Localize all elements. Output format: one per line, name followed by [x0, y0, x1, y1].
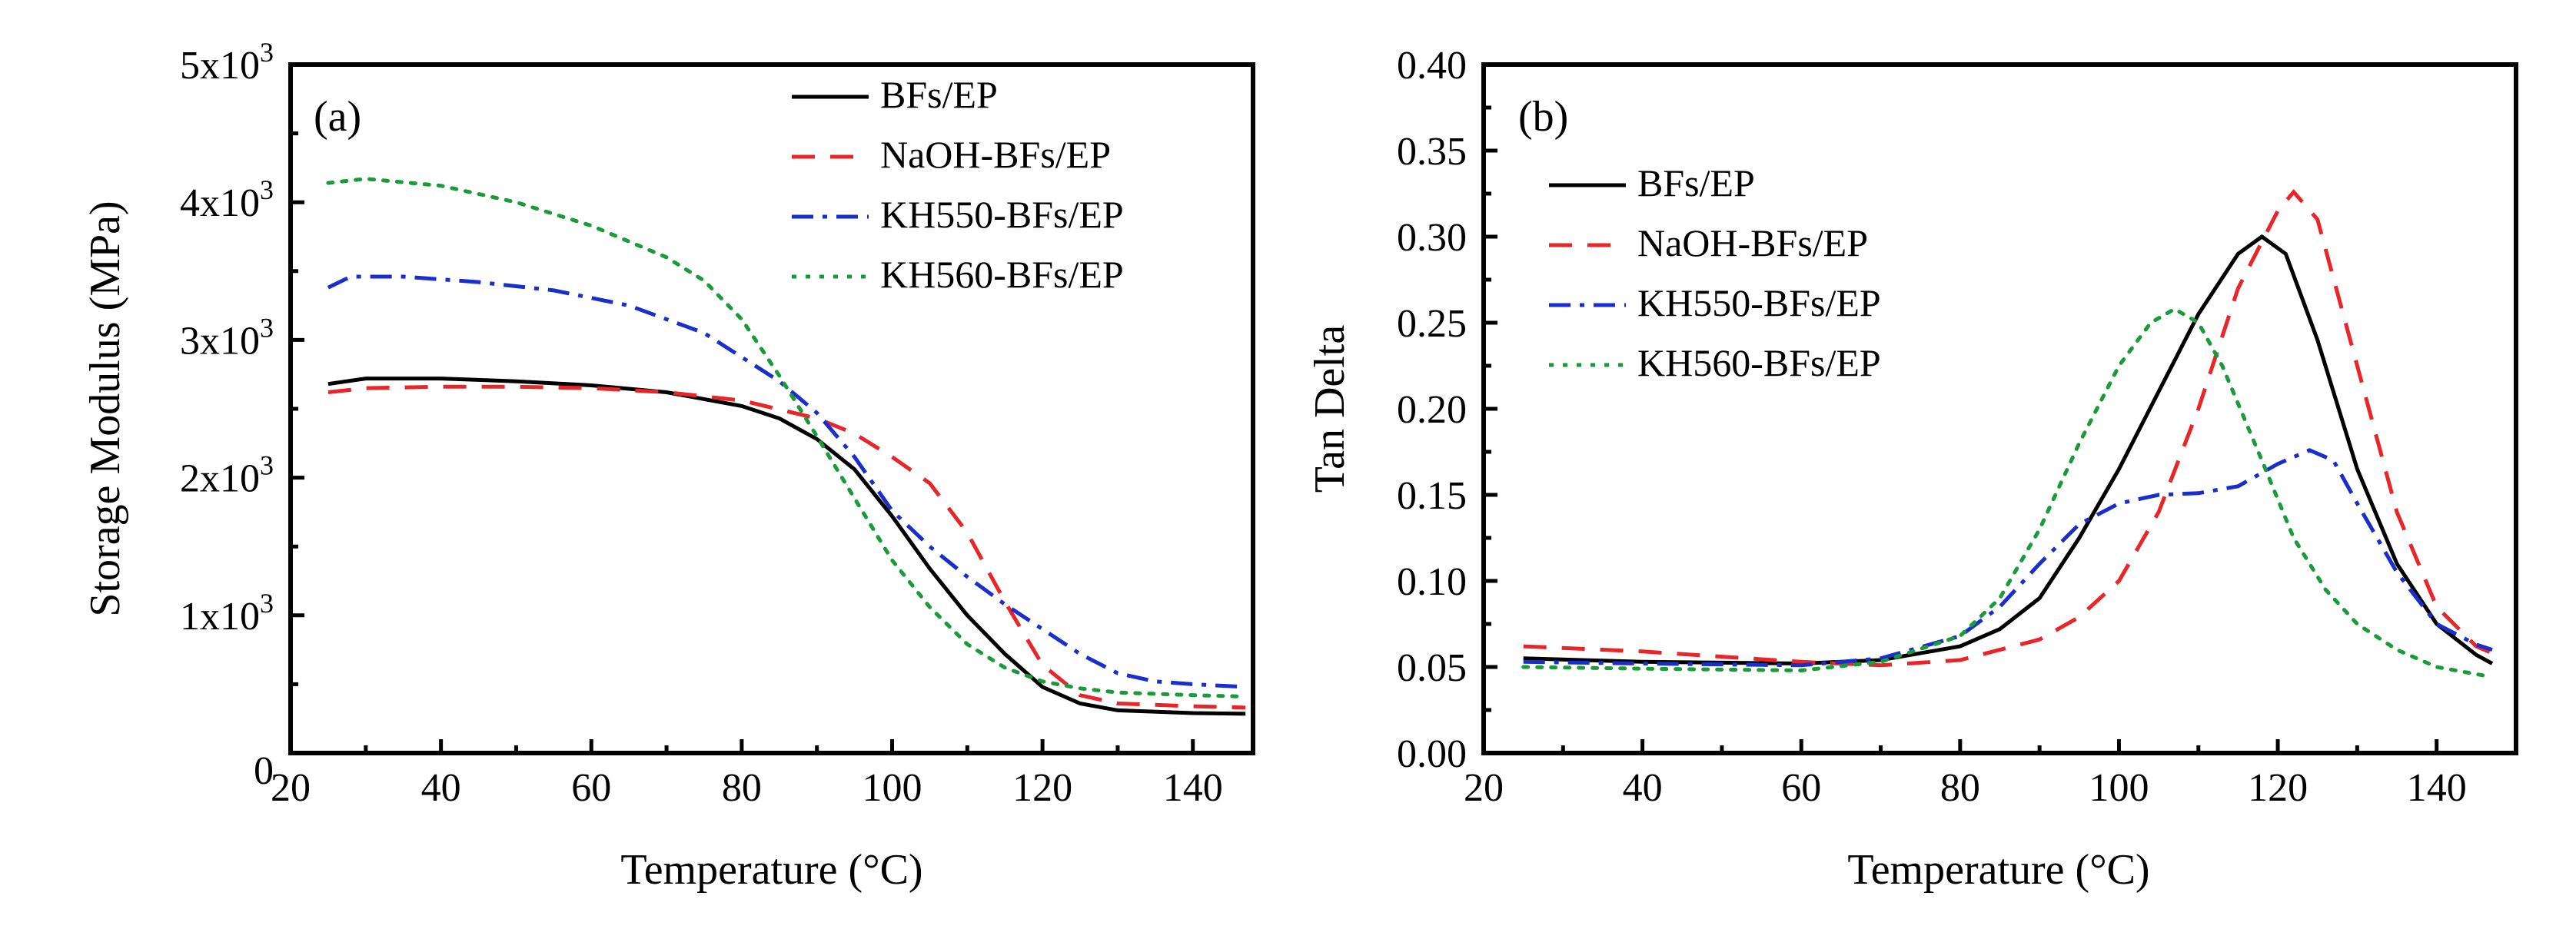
legend-label-a: BFs/EP [880, 73, 998, 116]
x-tick-label-a: 80 [722, 766, 762, 810]
x-axis-b: 20 40 60 80 100 120 140 [1464, 739, 2467, 810]
legend-a: BFs/EP NaOH-BFs/EP KH550-BFs/EP KH560-BFs/E… [792, 73, 1124, 296]
y-tick-label-a: 0 [254, 749, 274, 793]
panel-label-a: (a) [314, 93, 361, 141]
legend-label-a: KH560-BFs/EP [880, 253, 1124, 296]
x-tick-label-a: 60 [571, 766, 611, 810]
x-tick-label-b: 40 [1623, 766, 1663, 810]
y-tick-label-a: 4x103 [180, 174, 274, 225]
tan-delta-chart: 20 40 60 80 100 120 140 0.000.050.100.150.200.… [1306, 44, 2518, 894]
y-tick-label-b: 0.20 [1397, 388, 1467, 432]
y-tick-label-b: 0.05 [1397, 646, 1467, 690]
x-tick-label-b: 20 [1464, 766, 1504, 810]
y-tick-label-b: 0.35 [1397, 130, 1467, 174]
y-axis-title-a: Storage Modulus (MPa) [81, 201, 129, 616]
series-line-kh560-bfs-ep [1521, 307, 2487, 678]
x-tick-label-a: 100 [863, 766, 922, 810]
y-tick-label-b: 0.00 [1397, 732, 1467, 776]
legend-label-b: BFs/EP [1637, 161, 1755, 204]
series-line-bfs-ep [1523, 234, 2494, 666]
x-axis-title-a: Temperature (°C) [620, 846, 922, 894]
y-tick-label-b: 0.30 [1397, 216, 1467, 260]
plot-area-a [326, 177, 1248, 716]
series-line-kh550-bfs-ep [1523, 448, 2493, 668]
x-tick-label-b: 140 [2407, 766, 2467, 810]
y-axis-title-b: Tan Delta [1306, 325, 1354, 493]
legend-label-b: KH560-BFs/EP [1637, 341, 1881, 384]
y-tick-label-b: 0.25 [1397, 302, 1467, 346]
x-tick-label-a: 40 [421, 766, 461, 810]
y-axis-a: 0 1x103 2x103 3x103 4x103 5x103 [180, 37, 304, 793]
y-tick-label-a: 3x103 [180, 312, 274, 363]
panel-label-b: (b) [1518, 93, 1568, 141]
storage-modulus-chart: 20 40 60 80 100 120 140 0 1x103 2x103 3x103 4x103 5… [81, 37, 1255, 894]
x-tick-label-a: 140 [1163, 766, 1223, 810]
y-tick-label-b: 0.15 [1397, 474, 1467, 518]
x-tick-label-b: 60 [1781, 766, 1821, 810]
x-tick-label-a: 20 [271, 766, 311, 810]
legend-label-b: NaOH-BFs/EP [1637, 221, 1868, 264]
y-tick-label-a: 1x103 [180, 588, 274, 639]
series-line-naoh-bfs-ep [327, 384, 1246, 710]
series-line-naoh-bfs-ep [1523, 188, 2493, 668]
legend-label-a: KH550-BFs/EP [880, 193, 1124, 236]
x-tick-label-b: 100 [2089, 766, 2149, 810]
y-axis-b: 0.00 0.05 0.10 0.15 0.20 0.25 0.30 0.35 0.40 [1397, 44, 1497, 776]
series-line-kh550-bfs-ep [327, 274, 1246, 689]
y-tick-label-a: 5x103 [180, 37, 274, 88]
plot-area-b [1521, 188, 2494, 678]
x-tick-label-a: 120 [1012, 766, 1072, 810]
y-tick-label-b: 0.40 [1397, 44, 1467, 88]
series-line-bfs-ep [327, 377, 1246, 716]
legend-b: BFs/EP NaOH-BFs/EP KH550-BFs/EP KH560-BFs/E… [1549, 161, 1881, 384]
legend-label-b: KH550-BFs/EP [1637, 281, 1881, 324]
x-tick-label-b: 80 [1940, 766, 1980, 810]
y-tick-label-b: 0.10 [1397, 560, 1467, 604]
y-tick-label-a: 2x103 [180, 450, 274, 501]
series-line-kh560-bfs-ep [326, 177, 1248, 698]
legend-label-a: NaOH-BFs/EP [880, 133, 1111, 176]
x-tick-label-b: 120 [2248, 766, 2308, 810]
x-axis-a: 20 40 60 80 100 120 140 [271, 739, 1223, 810]
x-axis-title-b: Temperature (°C) [1847, 846, 2149, 894]
